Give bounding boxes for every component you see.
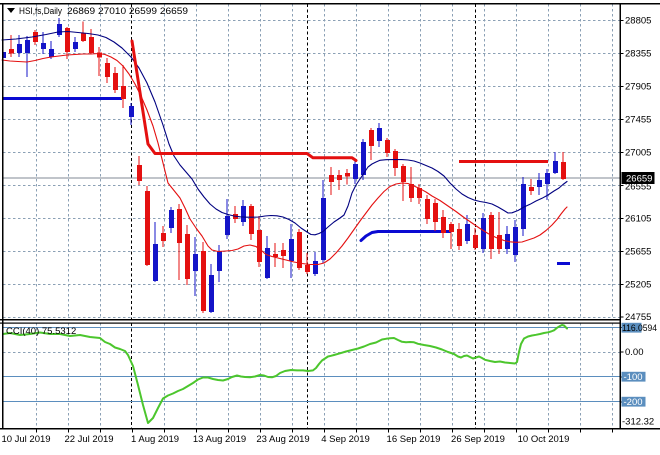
svg-text:CCI(40) 75.5312: CCI(40) 75.5312: [6, 326, 76, 337]
svg-text:26105: 26105: [625, 213, 651, 224]
svg-text:24755: 24755: [625, 312, 651, 323]
svg-text:26555: 26555: [625, 181, 651, 192]
svg-text:28805: 28805: [625, 15, 651, 26]
svg-text:1 Aug 2019: 1 Aug 2019: [131, 434, 179, 445]
svg-text:10 Jul 2019: 10 Jul 2019: [1, 434, 50, 445]
svg-text:27455: 27455: [625, 114, 651, 125]
svg-text:-200: -200: [624, 397, 643, 408]
svg-text:22 Jul 2019: 22 Jul 2019: [64, 434, 113, 445]
svg-text:25205: 25205: [625, 279, 651, 290]
svg-text:10 Oct 2019: 10 Oct 2019: [518, 434, 570, 445]
svg-text:-312.32: -312.32: [622, 416, 654, 427]
svg-text:0.00: 0.00: [625, 347, 644, 358]
svg-text:4 Sep 2019: 4 Sep 2019: [321, 434, 370, 445]
svg-text:26869 27010 26599 26659: 26869 27010 26599 26659: [67, 6, 188, 17]
svg-text:13 Aug 2019: 13 Aug 2019: [193, 434, 246, 445]
svg-text:26659: 26659: [626, 173, 652, 184]
svg-text:28355: 28355: [625, 48, 651, 59]
svg-text:23 Aug 2019: 23 Aug 2019: [256, 434, 309, 445]
svg-text:-100: -100: [624, 372, 643, 383]
svg-text:16 Sep 2019: 16 Sep 2019: [387, 434, 441, 445]
svg-text:27905: 27905: [625, 81, 651, 92]
svg-text:116.0594: 116.0594: [622, 323, 657, 334]
svg-text:HSI,fs,Daily: HSI,fs,Daily: [19, 6, 62, 17]
svg-text:27005: 27005: [625, 147, 651, 158]
svg-text:25655: 25655: [625, 246, 651, 257]
svg-text:26 Sep 2019: 26 Sep 2019: [451, 434, 505, 445]
